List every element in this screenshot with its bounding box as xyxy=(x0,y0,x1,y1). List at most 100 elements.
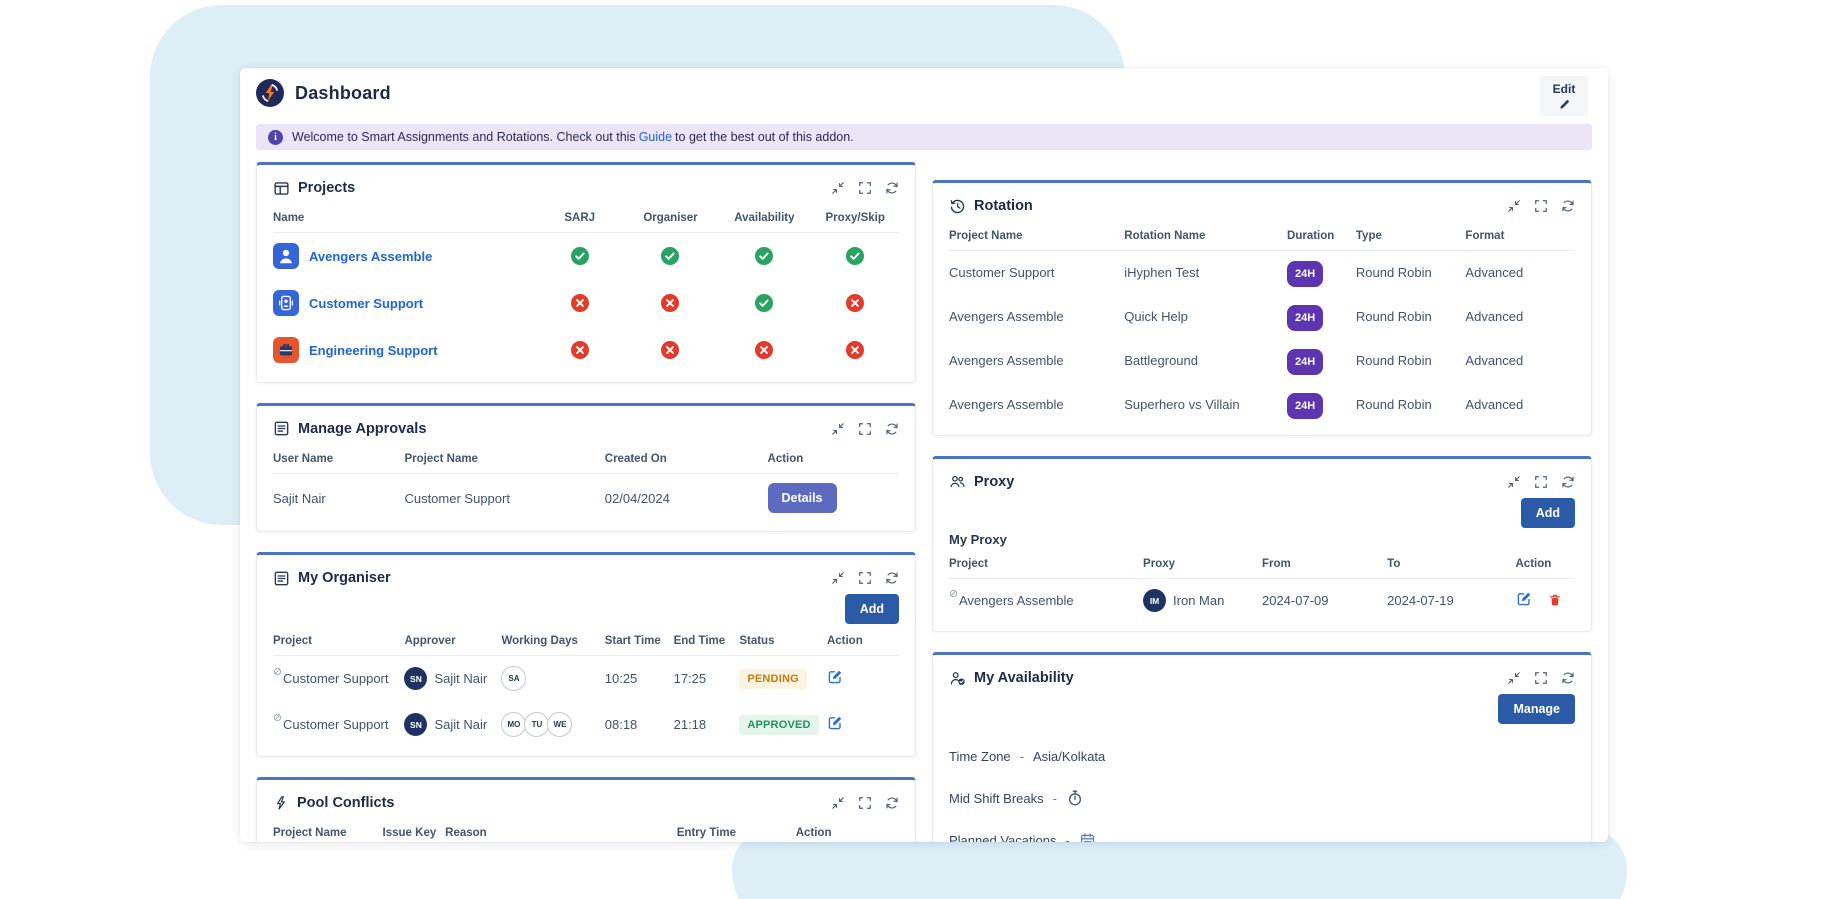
expand-icon[interactable] xyxy=(1534,475,1548,489)
column-header: Action xyxy=(1516,549,1576,579)
proxy-table: Project Proxy From To Action Avengers As… xyxy=(949,549,1575,624)
refresh-icon[interactable] xyxy=(885,796,899,810)
refresh-icon[interactable] xyxy=(1561,199,1575,213)
column-header: Type xyxy=(1356,221,1466,251)
projects-table: Name SARJ Organiser Availability Proxy/S… xyxy=(273,203,899,374)
project-name-cell: Customer Support xyxy=(404,473,604,523)
pool-conflicts-panel: Pool Conflicts Project Name Issue Key R xyxy=(256,777,916,843)
table-row: Customer Support xyxy=(273,280,899,327)
add-proxy-button[interactable]: Add xyxy=(1521,498,1575,528)
my-organiser-panel-icon xyxy=(273,570,290,587)
collapse-icon[interactable] xyxy=(831,571,845,585)
collapse-icon[interactable] xyxy=(831,181,845,195)
manage-approvals-panel-title: Manage Approvals xyxy=(298,421,426,437)
column-header: Issue Key xyxy=(383,818,446,843)
no-access-icon xyxy=(273,710,282,725)
expand-icon[interactable] xyxy=(1534,199,1548,213)
project-link[interactable]: Customer Support xyxy=(273,290,536,316)
project-link[interactable]: Avengers Assemble xyxy=(273,243,536,269)
edit-icon[interactable] xyxy=(827,715,843,731)
column-header: Action xyxy=(827,626,899,656)
collapse-icon[interactable] xyxy=(1507,475,1521,489)
edit-icon[interactable] xyxy=(827,669,843,685)
refresh-icon[interactable] xyxy=(885,571,899,585)
delete-icon[interactable] xyxy=(1548,593,1562,607)
my-organiser-panel: My Organiser Add Project Approver xyxy=(256,552,916,757)
column-header: Proxy xyxy=(1143,549,1262,579)
status-icon xyxy=(571,247,589,265)
rotation-panel-icon xyxy=(949,198,966,215)
column-header: To xyxy=(1387,549,1515,579)
refresh-icon[interactable] xyxy=(885,422,899,436)
project-link[interactable]: Engineering Support xyxy=(273,337,536,363)
welcome-banner-text: Welcome to Smart Assignments and Rotatio… xyxy=(292,130,854,144)
column-header: Rotation Name xyxy=(1124,221,1287,251)
rotation-panel-title: Rotation xyxy=(974,198,1033,214)
status-icon xyxy=(846,341,864,359)
add-organiser-button[interactable]: Add xyxy=(845,594,899,624)
status-icon xyxy=(661,247,679,265)
refresh-icon[interactable] xyxy=(885,181,899,195)
collapse-icon[interactable] xyxy=(1507,671,1521,685)
table-row: Avengers Assemble IMIron Man 2024-07-09 … xyxy=(949,578,1575,623)
edit-button-label: Edit xyxy=(1553,82,1576,96)
calendar-icon[interactable] xyxy=(1079,832,1096,842)
dashboard-card: Dashboard Edit i Welcome to Smart Assign… xyxy=(240,68,1608,842)
details-button[interactable]: Details xyxy=(768,483,837,513)
column-header: Action xyxy=(796,818,899,843)
collapse-icon[interactable] xyxy=(1507,199,1521,213)
refresh-icon[interactable] xyxy=(1561,671,1575,685)
working-day-chip: WE xyxy=(547,712,572,737)
manage-approvals-panel-icon xyxy=(273,420,290,437)
collapse-icon[interactable] xyxy=(831,422,845,436)
status-icon xyxy=(755,294,773,312)
expand-icon[interactable] xyxy=(1534,671,1548,685)
pool-conflicts-table: Project Name Issue Key Reason Entry Time… xyxy=(273,818,899,843)
avatar: SN xyxy=(404,667,427,690)
edit-icon[interactable] xyxy=(1516,591,1532,607)
column-header: Organiser xyxy=(624,203,718,233)
status-icon xyxy=(571,294,589,312)
projects-panel: Projects Name SARJ Organiser xyxy=(256,162,916,383)
table-row: Avengers Assemble Superhero vs Villain 2… xyxy=(949,383,1575,427)
avatar: IM xyxy=(1143,589,1166,612)
status-badge: PENDING xyxy=(739,669,807,689)
my-organiser-panel-title: My Organiser xyxy=(298,570,391,586)
column-header: Proxy/Skip xyxy=(811,203,899,233)
guide-link[interactable]: Guide xyxy=(639,130,672,144)
column-header: Duration xyxy=(1287,221,1356,251)
expand-icon[interactable] xyxy=(858,181,872,195)
planned-vacations-item: Planned Vacations - xyxy=(949,832,1575,842)
my-proxy-subtitle: My Proxy xyxy=(949,532,1575,547)
my-availability-panel-icon xyxy=(949,670,966,687)
column-header: Project Name xyxy=(404,444,604,474)
duration-badge: 24H xyxy=(1287,305,1323,331)
stopwatch-icon[interactable] xyxy=(1066,789,1084,807)
info-icon: i xyxy=(268,130,283,145)
table-row: Avengers Assemble xyxy=(273,233,899,280)
status-icon xyxy=(846,294,864,312)
working-day-chip: SA xyxy=(501,666,526,691)
status-icon xyxy=(571,341,589,359)
projects-panel-title: Projects xyxy=(298,180,355,196)
table-row: Customer Support SNSajit Nair MOTUWE 08:… xyxy=(273,702,899,748)
mid-shift-breaks-item: Mid Shift Breaks - xyxy=(949,789,1575,807)
page: Dashboard Edit i Welcome to Smart Assign… xyxy=(0,0,1840,899)
manage-approvals-table: User Name Project Name Created On Action… xyxy=(273,444,899,524)
edit-button[interactable]: Edit xyxy=(1540,76,1588,116)
refresh-icon[interactable] xyxy=(1561,475,1575,489)
column-header: Approver xyxy=(404,626,501,656)
pool-conflicts-panel-icon xyxy=(273,795,289,811)
table-row: Engineering Support xyxy=(273,327,899,374)
status-icon xyxy=(755,341,773,359)
collapse-icon[interactable] xyxy=(831,796,845,810)
expand-icon[interactable] xyxy=(858,422,872,436)
expand-icon[interactable] xyxy=(858,796,872,810)
column-header: Project xyxy=(949,549,1143,579)
card-header: Dashboard Edit xyxy=(256,68,1592,118)
status-icon xyxy=(661,341,679,359)
expand-icon[interactable] xyxy=(858,571,872,585)
project-avatar xyxy=(273,290,299,316)
column-header: Project Name xyxy=(949,221,1124,251)
manage-availability-button[interactable]: Manage xyxy=(1498,694,1575,724)
